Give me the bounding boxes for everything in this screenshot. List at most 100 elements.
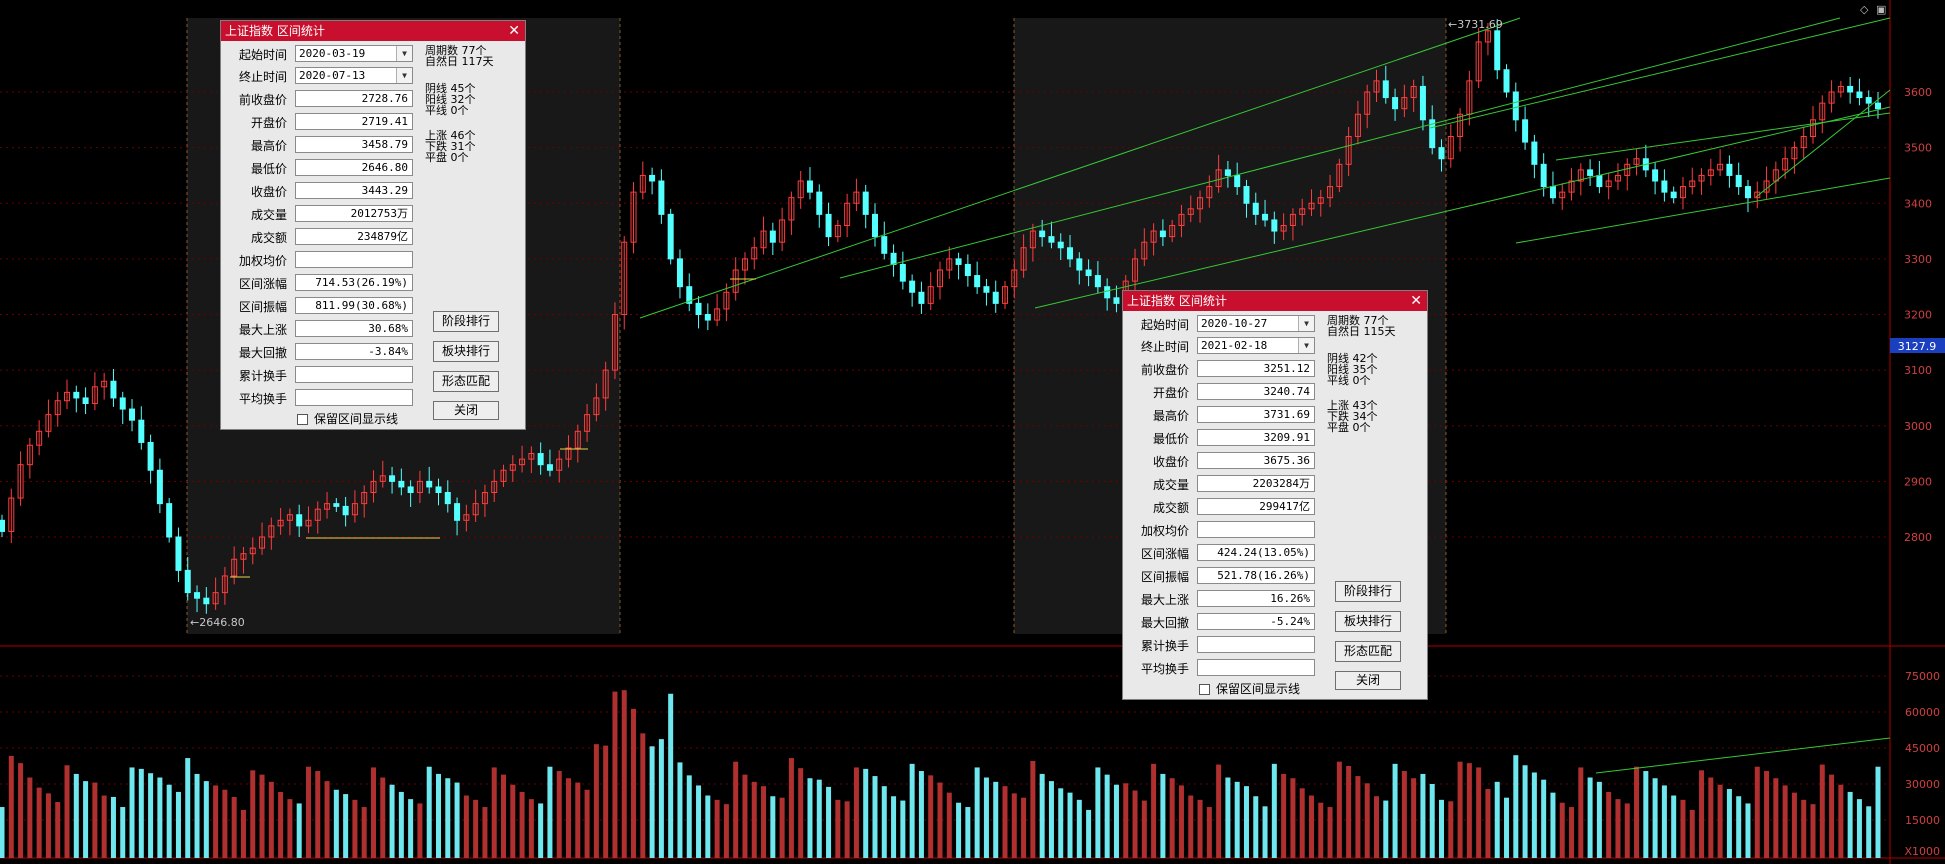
stage-rank-button[interactable]: 阶段排行 — [1335, 581, 1401, 602]
field-value[interactable] — [295, 389, 413, 406]
field-value[interactable]: 3458.79 — [295, 136, 413, 153]
volume-bar — [315, 771, 321, 858]
candle-body — [1847, 85, 1854, 93]
candle-body — [1392, 97, 1399, 110]
stage-rank-button[interactable]: 阶段排行 — [433, 311, 499, 332]
volume-bar — [835, 799, 841, 858]
field-value[interactable] — [1197, 659, 1315, 676]
volume-bar — [231, 796, 237, 858]
volume-bar — [566, 778, 572, 858]
field-value[interactable]: 3251.12 — [1197, 360, 1315, 377]
field-value[interactable]: 16.26% — [1197, 590, 1315, 607]
volume-bar — [1513, 755, 1519, 858]
candle-body — [779, 219, 786, 243]
chevron-down-icon[interactable]: ▼ — [396, 46, 412, 61]
chevron-down-icon[interactable]: ▼ — [1298, 316, 1314, 331]
candle-body — [73, 391, 80, 399]
start-time-select[interactable]: 2020-10-27 ▼ — [1197, 315, 1315, 332]
field-row: 最大上涨 30.68% — [221, 320, 525, 340]
field-value[interactable]: 2012753万 — [295, 205, 413, 222]
field-value[interactable] — [1197, 521, 1315, 538]
trend-line — [639, 17, 1521, 319]
period-counts: 周期数 77个 自然日 117天 — [425, 45, 494, 67]
field-row: 最低价 3209.91 — [1123, 429, 1427, 449]
field-value[interactable] — [295, 366, 413, 383]
field-label: 成交量 — [1152, 478, 1189, 492]
field-value[interactable]: 521.78(16.26%) — [1197, 567, 1315, 584]
volume-bar — [417, 803, 423, 858]
field-value[interactable]: -5.24% — [1197, 613, 1315, 630]
field-value[interactable]: 2203284万 — [1197, 475, 1315, 492]
field-value[interactable]: 3443.29 — [295, 182, 413, 199]
field-value[interactable]: 234879亿 — [295, 228, 413, 245]
field-value[interactable]: 424.24(13.05%) — [1197, 544, 1315, 561]
field-value[interactable]: 2728.76 — [295, 90, 413, 107]
volume-bar — [287, 799, 293, 858]
field-label: 收盘价 — [1152, 455, 1189, 469]
volume-bar — [965, 807, 971, 858]
checkbox-box[interactable] — [297, 414, 308, 425]
candle-body — [231, 558, 238, 577]
candle-body — [324, 503, 331, 510]
checkbox-label: 保留区间显示线 — [314, 412, 399, 426]
dialog-titlebar[interactable]: 上证指数 区间统计 ✕ — [1123, 291, 1427, 311]
volume-bar — [510, 784, 516, 858]
close-icon[interactable]: ✕ — [508, 23, 520, 39]
candle-body — [1484, 30, 1491, 43]
window-icon[interactable]: ▣ — [1876, 3, 1886, 16]
volume-bar — [1123, 783, 1129, 858]
candle-body — [1262, 213, 1269, 221]
chevron-down-icon[interactable]: ▼ — [396, 68, 412, 83]
close-icon[interactable]: ✕ — [1410, 293, 1422, 309]
field-value[interactable]: -3.84% — [295, 343, 413, 360]
volume-bar — [83, 781, 89, 858]
field-value[interactable]: 2719.41 — [295, 113, 413, 130]
diamond-icon[interactable]: ◇ — [1860, 3, 1869, 16]
close-button[interactable]: 关闭 — [1335, 671, 1401, 690]
field-value[interactable]: 3240.74 — [1197, 383, 1315, 400]
field-value[interactable]: 2646.80 — [295, 159, 413, 176]
candle-body — [714, 308, 721, 321]
field-value[interactable]: 3731.69 — [1197, 406, 1315, 423]
volume-bar — [863, 768, 869, 858]
end-time-select[interactable]: 2020-07-13 ▼ — [295, 67, 413, 84]
field-label: 平均换手 — [1140, 662, 1189, 676]
volume-bar — [1782, 785, 1788, 858]
field-row: 成交量 2012753万 — [221, 205, 525, 225]
candle-body — [1689, 180, 1696, 188]
close-button[interactable]: 关闭 — [433, 401, 499, 420]
field-value[interactable]: 3209.91 — [1197, 429, 1315, 446]
field-value[interactable]: 714.53(26.19%) — [295, 274, 413, 291]
end-time-select[interactable]: 2021-02-18 ▼ — [1197, 337, 1315, 354]
candle-body — [983, 286, 990, 293]
field-value[interactable]: 299417亿 — [1197, 498, 1315, 515]
volume-bar — [1504, 797, 1510, 858]
dialog-titlebar[interactable]: 上证指数 区间统计 ✕ — [221, 21, 525, 41]
candle-body — [1744, 186, 1751, 199]
keep-range-lines-checkbox[interactable]: 保留区间显示线 — [297, 412, 398, 426]
stat-yang: 阳线 32个 — [425, 93, 476, 106]
keep-range-lines-checkbox[interactable]: 保留区间显示线 — [1199, 682, 1300, 696]
field-value[interactable]: 3675.36 — [1197, 452, 1315, 469]
pattern-match-button[interactable]: 形态匹配 — [1335, 641, 1401, 662]
candle-body — [528, 453, 535, 460]
volume-bar — [1355, 776, 1361, 858]
chevron-down-icon[interactable]: ▼ — [1298, 338, 1314, 353]
candle-body — [1410, 85, 1417, 99]
candle-body — [389, 475, 396, 482]
sector-rank-button[interactable]: 板块排行 — [1335, 611, 1401, 632]
pattern-match-button[interactable]: 形态匹配 — [433, 371, 499, 392]
field-value[interactable]: 30.68% — [295, 320, 413, 337]
candle-body — [918, 291, 925, 304]
candle-body — [416, 480, 423, 493]
field-value[interactable] — [1197, 636, 1315, 653]
start-time-select[interactable]: 2020-03-19 ▼ — [295, 45, 413, 62]
candle-body — [769, 230, 776, 243]
field-label: 开盘价 — [1152, 386, 1189, 400]
volume-bar — [696, 785, 702, 858]
candle-body — [639, 174, 646, 193]
field-value[interactable] — [295, 251, 413, 268]
field-value[interactable]: 811.99(30.68%) — [295, 297, 413, 314]
checkbox-box[interactable] — [1199, 684, 1210, 695]
sector-rank-button[interactable]: 板块排行 — [433, 341, 499, 362]
